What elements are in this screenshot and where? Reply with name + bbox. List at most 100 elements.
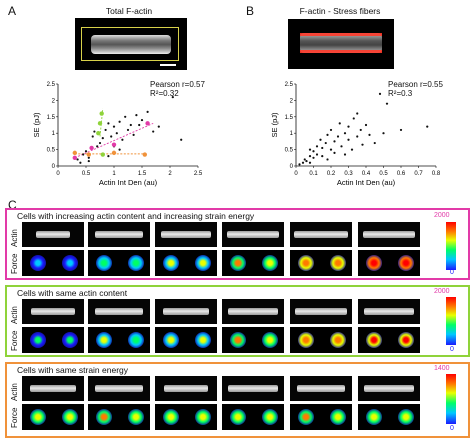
actin-image-tile [22,222,84,247]
data-point [329,128,333,132]
traction-hotspot [128,409,144,425]
data-point [347,138,350,141]
data-point [124,115,127,118]
force-row-label: Force [10,407,19,428]
data-point [356,135,359,138]
data-point [82,153,85,156]
force-map-tile [290,327,352,353]
data-point [340,145,343,148]
force-map-tile [88,404,150,430]
x-tick-label: 2 [168,171,172,177]
x-tick-label: 0.3 [344,171,353,177]
traction-hotspot [298,255,314,271]
traction-hotspot [262,255,278,271]
traction-hotspot [398,409,414,425]
data-point [361,143,364,146]
traction-hotspot [96,332,112,348]
data-point [333,140,336,143]
actin-image-tile [88,222,150,247]
colorbar [446,222,456,270]
data-point [321,155,324,158]
y-axis-label: SE (pJ) [270,112,279,138]
data-point [79,161,82,164]
y-tick-label: 1 [290,131,294,137]
data-point [112,125,116,128]
traction-hotspot [96,255,112,271]
data-point [91,135,94,138]
colorbar-min: 0 [450,346,454,353]
pearson-label: Pearson r=0.55 [388,80,443,89]
actin-row-label: Actin [10,306,19,324]
x-tick-label: 1.5 [138,171,147,177]
y-tick-label: 1.5 [47,115,56,121]
actin-image-tile [222,299,284,324]
force-map-tile [88,327,150,353]
data-point [87,159,90,163]
actin-image-tile [88,376,150,401]
traction-hotspot [262,409,278,425]
force-map-tile [155,404,217,430]
traction-hotspot [195,332,211,348]
panel-letter-a: A [8,4,17,18]
x-tick-label: 0.2 [327,171,336,177]
actin-image-tile [88,299,150,324]
data-point [426,125,429,128]
colorbar [446,374,456,424]
cell-shape [228,385,278,392]
force-map-tile [22,327,84,353]
traction-hotspot [195,409,211,425]
actin-image-tile [155,222,217,247]
data-point [107,122,110,125]
data-point [373,141,376,145]
data-point [333,151,336,154]
data-point [319,138,322,141]
traction-hotspot [230,332,246,348]
scale-bar [160,64,176,66]
x-tick-label: 0.7 [414,171,423,177]
data-point [312,156,315,159]
traction-hotspot [298,409,314,425]
r-squared-label: R²=0.32 [150,89,179,98]
x-tick-label: 0.5 [82,171,91,177]
cell-shape [30,385,76,392]
data-point [93,130,96,133]
data-point [352,117,355,120]
data-point [350,148,354,151]
box-title: Cells with same actin content [17,288,128,298]
data-point [343,132,347,135]
data-point [364,123,368,127]
data-point [308,161,312,164]
traction-hotspot [163,255,179,271]
x-tick-label: 0.5 [379,171,388,177]
colorbar-min: 0 [450,269,454,276]
data-point [138,123,141,127]
data-point [72,150,77,156]
total-f-actin-image [75,18,187,70]
data-point [171,96,174,99]
data-point [315,153,319,156]
cell-shape [163,308,209,315]
actin-image-tile [290,376,352,401]
force-map-tile [290,404,352,430]
traction-hotspot [298,332,314,348]
box-title: Cells with increasing actin content and … [17,211,255,221]
y-axis-label: SE (pJ) [32,112,41,138]
y-tick-label: 0 [52,164,56,170]
y-tick-label: 2 [52,98,56,104]
data-point [338,122,341,125]
force-row-label: Force [10,330,19,351]
data-point [104,128,107,132]
traction-hotspot [398,332,414,348]
data-point [96,131,101,136]
cell-shape [295,308,347,315]
y-tick-label: 0 [290,164,294,170]
colorbar-max: 2000 [434,288,450,295]
x-tick-label: 0 [294,171,298,177]
data-point [385,102,389,105]
traction-hotspot [62,255,78,271]
data-point [135,114,138,117]
data-point [343,153,347,156]
panel-a-title: Total F-actin [105,6,153,16]
cell-shape [95,231,143,238]
cell-shape [227,231,279,238]
